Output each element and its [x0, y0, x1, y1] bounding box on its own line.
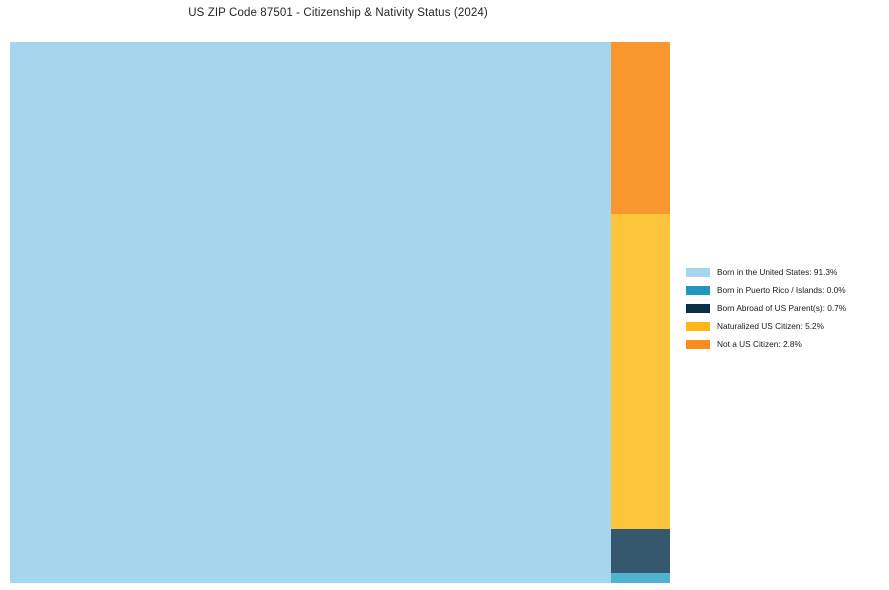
legend-color-swatch [686, 303, 710, 313]
treemap-tile[interactable] [610, 572, 670, 583]
chart-legend: Born in the United States: 91.3% Born in … [686, 263, 882, 353]
legend-item[interactable]: Not a US Citizen: 2.8% [686, 335, 882, 353]
treemap-tile[interactable] [610, 42, 670, 214]
legend-item-label: Not a US Citizen: 2.8% [717, 338, 802, 349]
legend-color-swatch [686, 321, 710, 331]
legend-item-label: Born Abroad of US Parent(s): 0.7% [717, 302, 847, 313]
legend-item-label: Naturalized US Citizen: 5.2% [717, 320, 824, 331]
legend-item-label: Born in Puerto Rico / Islands: 0.0% [717, 284, 846, 295]
treemap-tile[interactable] [610, 529, 670, 573]
legend-item-label: Born in the United States: 91.3% [717, 266, 838, 277]
legend-item[interactable]: Born Abroad of US Parent(s): 0.7% [686, 299, 882, 317]
legend-item[interactable]: Born in Puerto Rico / Islands: 0.0% [686, 281, 882, 299]
treemap-tile[interactable] [10, 42, 611, 583]
legend-color-swatch [686, 339, 710, 349]
legend-item[interactable]: Naturalized US Citizen: 5.2% [686, 317, 882, 335]
chart-title: US ZIP Code 87501 - Citizenship & Nativi… [188, 7, 488, 19]
legend-color-swatch [686, 267, 710, 277]
treemap-tile[interactable] [610, 213, 670, 529]
legend-item[interactable]: Born in the United States: 91.3% [686, 263, 882, 281]
treemap-plot-area [10, 42, 670, 583]
legend-color-swatch [686, 285, 710, 295]
